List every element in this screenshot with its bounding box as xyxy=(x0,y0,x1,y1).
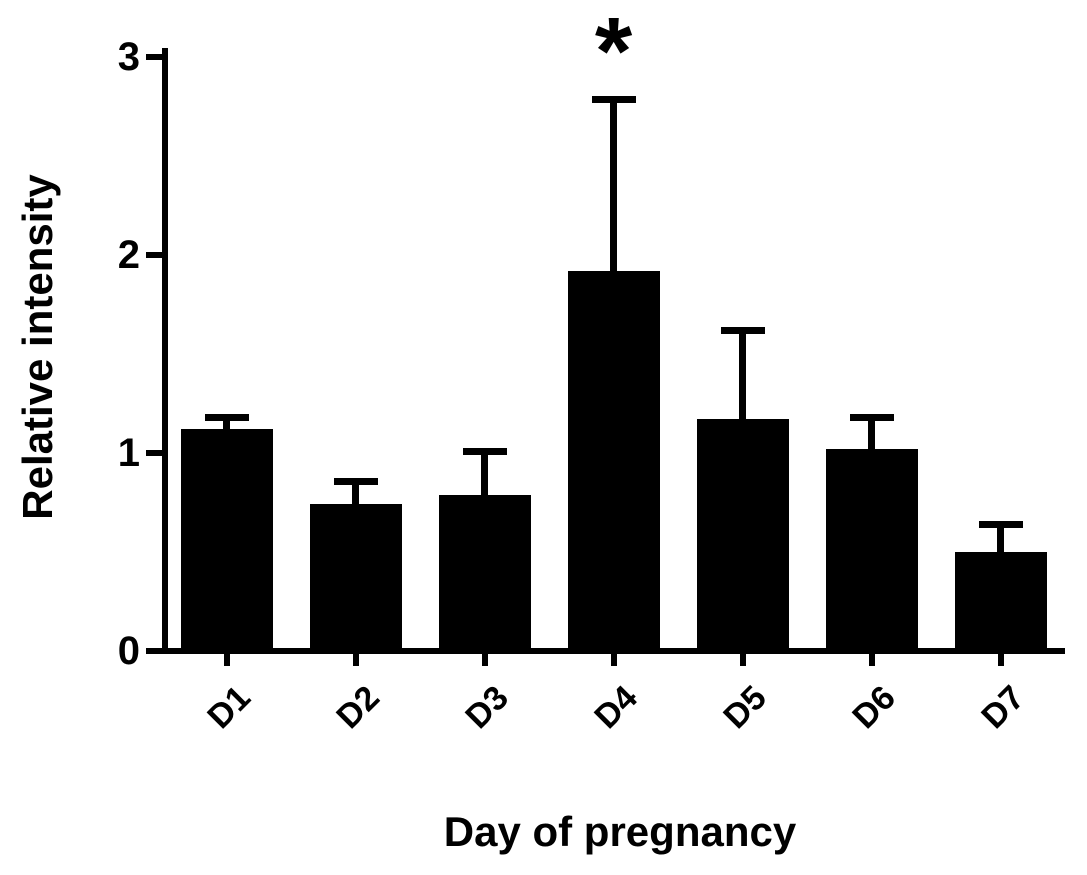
y-tick-mark-2 xyxy=(146,252,162,258)
error-bar-stem-D4 xyxy=(610,98,617,271)
y-tick-label-3: 3 xyxy=(117,35,140,79)
error-bar-stem-D6 xyxy=(868,417,875,450)
y-axis-line xyxy=(162,48,168,654)
significance-asterisk-D4: * xyxy=(594,0,633,105)
error-bar-stem-D7 xyxy=(997,524,1004,552)
x-tick-mark-D2 xyxy=(352,654,359,666)
error-bar-cap-D2 xyxy=(333,477,378,485)
x-tick-label-D1: D1 xyxy=(200,678,258,737)
x-axis-title: Day of pregnancy xyxy=(443,808,797,855)
y-tick-mark-0 xyxy=(146,648,162,654)
error-bar-stem-D3 xyxy=(481,451,488,495)
bar-D7 xyxy=(954,552,1047,651)
bar-D6 xyxy=(825,449,918,651)
error-bar-stem-D1 xyxy=(223,417,230,430)
y-tick-mark-3 xyxy=(146,54,162,60)
x-tick-mark-D3 xyxy=(481,654,488,666)
bar-D5 xyxy=(696,419,789,651)
x-axis-line xyxy=(162,648,1065,654)
x-tick-label-D6: D6 xyxy=(845,678,903,737)
error-bar-cap-D1 xyxy=(204,414,249,422)
error-bar-cap-D3 xyxy=(462,448,507,456)
y-tick-mark-1 xyxy=(146,450,162,456)
bar-D1 xyxy=(180,429,273,651)
error-bar-cap-D5 xyxy=(720,327,765,335)
bar-D4 xyxy=(567,270,660,651)
y-tick-label-2: 2 xyxy=(117,233,140,277)
x-tick-mark-D4 xyxy=(610,654,617,666)
error-bar-cap-D4 xyxy=(591,95,636,103)
bar-D2 xyxy=(309,504,402,651)
y-axis-title: Relative intensity xyxy=(14,174,61,520)
bar-D3 xyxy=(438,494,531,651)
error-bar-stem-D2 xyxy=(352,480,359,505)
y-tick-label-1: 1 xyxy=(117,431,140,475)
error-bar-cap-D6 xyxy=(849,414,894,422)
x-tick-mark-D6 xyxy=(868,654,875,666)
x-tick-mark-D1 xyxy=(223,654,230,666)
x-tick-label-D7: D7 xyxy=(974,678,1032,737)
x-tick-label-D5: D5 xyxy=(716,678,774,737)
error-bar-stem-D5 xyxy=(739,330,746,420)
x-tick-mark-D7 xyxy=(997,654,1004,666)
y-tick-label-0: 0 xyxy=(117,629,140,673)
x-tick-label-D2: D2 xyxy=(329,678,387,737)
x-tick-label-D4: D4 xyxy=(587,678,645,737)
error-bar-cap-D7 xyxy=(978,521,1023,529)
x-tick-mark-D5 xyxy=(739,654,746,666)
x-tick-label-D3: D3 xyxy=(458,678,516,737)
